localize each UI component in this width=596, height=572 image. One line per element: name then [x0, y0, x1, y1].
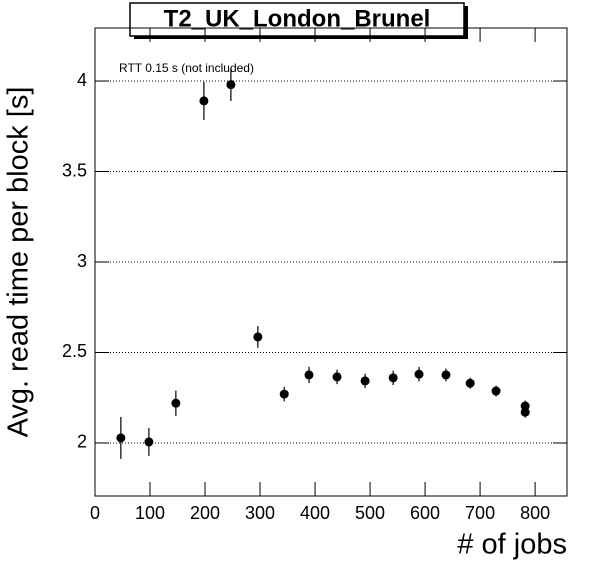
data-point	[144, 437, 154, 447]
title-box	[129, 2, 465, 37]
data-point	[491, 386, 501, 396]
x-tick-label: 400	[300, 503, 330, 523]
data-point	[520, 401, 530, 411]
x-tick-label: 600	[410, 503, 440, 523]
y-tick-label: 3	[77, 251, 87, 271]
data-point	[304, 370, 314, 380]
x-tick-label: 200	[190, 503, 220, 523]
y-tick-label: 2.5	[62, 341, 87, 361]
data-point	[253, 332, 263, 342]
x-tick-label: 500	[355, 503, 385, 523]
y-tick-label: 4	[77, 70, 87, 90]
data-point	[465, 378, 475, 388]
data-point	[388, 373, 398, 383]
data-point	[360, 376, 370, 386]
x-axis-label: # of jobs	[457, 529, 567, 561]
x-tick-label: 700	[465, 503, 495, 523]
data-point	[414, 369, 424, 379]
y-axis-label: Avg. read time per block [s]	[3, 87, 35, 438]
y-tick-label: 3.5	[62, 160, 87, 180]
x-tick-label: 0	[90, 503, 100, 523]
x-tick-label: 300	[245, 503, 275, 523]
data-point	[226, 80, 236, 90]
data-point	[199, 96, 209, 106]
data-point	[116, 433, 126, 443]
data-point	[279, 389, 289, 399]
x-tick-label: 100	[135, 503, 165, 523]
data-point	[520, 407, 530, 417]
annotation: RTT 0.15 s (not included)	[119, 61, 254, 75]
data-point	[441, 370, 451, 380]
plot-frame	[94, 27, 568, 497]
data-point	[332, 372, 342, 382]
data-point	[171, 398, 181, 408]
x-tick-label: 800	[520, 503, 550, 523]
y-tick-label: 2	[77, 432, 87, 452]
